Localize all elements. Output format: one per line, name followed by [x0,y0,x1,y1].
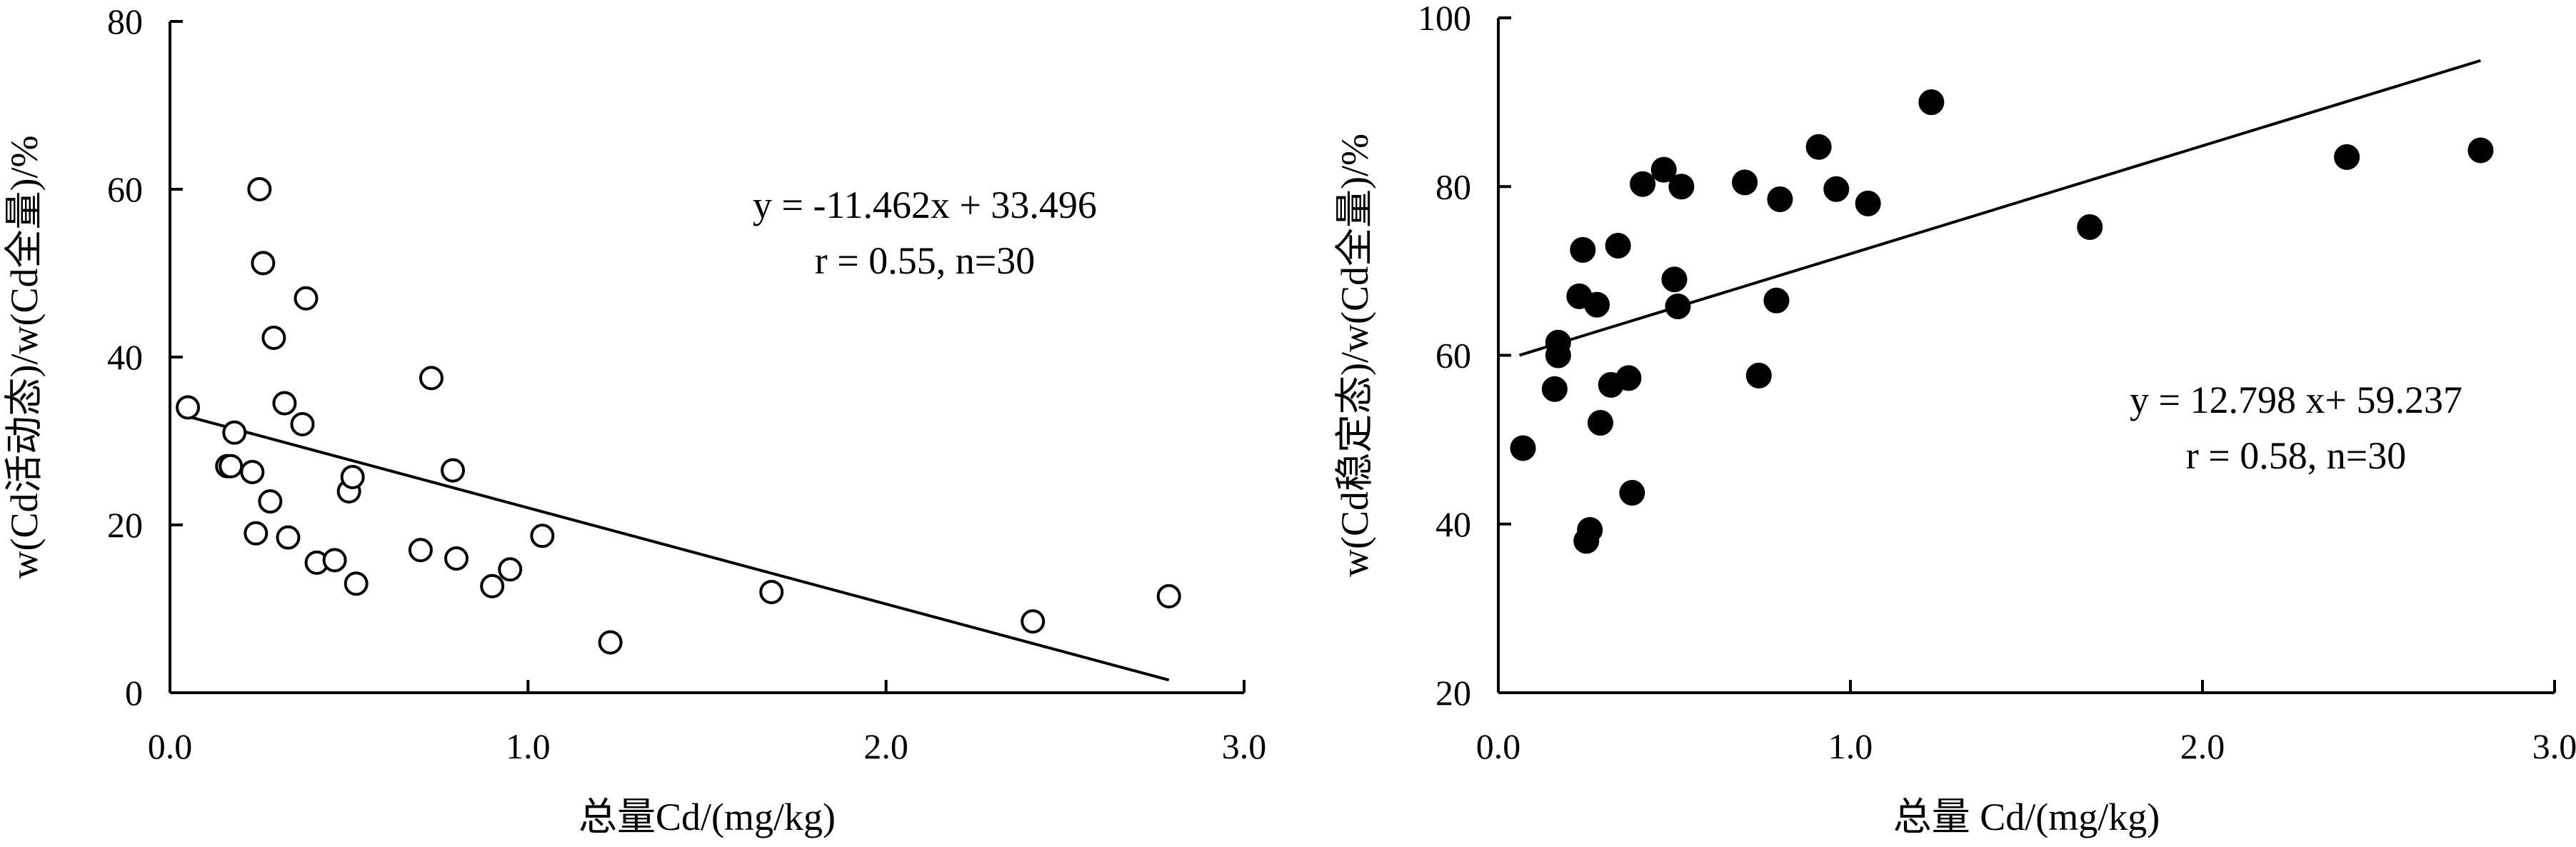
data-point [1823,176,1850,202]
data-point [1615,365,1642,391]
data-point [444,546,469,571]
data-point [598,630,623,655]
data-point [408,538,433,563]
y-tick-label: 20 [107,505,143,545]
y-tick-label: 100 [1418,0,1471,38]
data-point [1541,376,1568,402]
data-point [1767,186,1793,212]
regression-line [1518,59,2482,357]
x-tick-label: 1.0 [1828,726,1873,766]
x-tick-label: 0.0 [148,726,193,766]
data-point [2334,144,2360,170]
data-point [272,391,297,416]
correlation-stats: r = 0.58, n=30 [2186,434,2406,477]
data-point [276,525,301,550]
y-tick-label: 60 [107,169,143,209]
data-point [1661,266,1688,293]
data-point [1745,362,1772,389]
x-axis-label: 总量Cd/(mg/kg) [578,796,836,838]
data-point [258,489,283,514]
data-point [1650,156,1677,183]
data-point [344,571,369,596]
right-chart-stable-ratio: 20 40 60 80 100 0.0 1.0 2.0 3.0 总量 Cd/(mg/kg) w(Cd… [1333,0,2576,838]
y-tick-label: 0 [125,673,143,713]
data-point [1619,480,1645,506]
y-tick-label: 20 [1435,673,1471,713]
data-point [1577,517,1603,543]
y-tick-label: 40 [107,337,143,377]
data-point [1855,190,1881,216]
data-point [1545,342,1571,369]
data-point [759,580,784,604]
x-tick-label: 3.0 [1222,726,1267,766]
data-point [1732,169,1758,196]
data-point [290,412,315,436]
data-point [322,548,347,573]
regression-equation: y = 12.798 x+ 59.237 [2130,379,2462,421]
data-point [1918,89,1945,116]
data-point [176,395,201,420]
y-tick-label: 80 [1435,166,1471,206]
data-point [1021,609,1046,634]
data-point [1630,171,1656,197]
data-point [251,251,276,276]
data-point [222,420,247,445]
data-point [1570,236,1596,263]
data-point [244,521,269,546]
left-chart-activity-ratio: 0 20 40 60 80 0.0 1.0 2.0 3.0 总量Cd/(mg/kg) w(Cd活动态… [3,1,1266,838]
correlation-stats: r = 0.55, n=30 [815,239,1035,282]
data-point [1156,583,1181,608]
data-point [2077,214,2103,240]
data-point [1805,134,1832,160]
data-point [419,366,443,391]
data-point [247,177,272,201]
data-point [1668,174,1695,200]
data-point [480,573,505,598]
data-point [1510,435,1536,461]
x-tick-label: 3.0 [2532,726,2576,766]
data-point [530,523,555,548]
data-point [1605,232,1631,259]
regression-line [187,415,1170,682]
regression-equation: y = -11.462x + 33.496 [753,184,1097,226]
y-tick-label: 40 [1435,504,1471,544]
data-point [1587,410,1613,436]
y-tick-label: 60 [1435,336,1471,376]
x-tick-label: 0.0 [1476,726,1521,766]
x-tick-label: 2.0 [863,726,908,766]
data-point [498,557,523,582]
data-point [261,325,286,350]
data-point [441,458,466,483]
data-point [340,465,365,490]
data-point [294,286,319,311]
data-point [1584,291,1610,318]
data-point [1665,293,1691,319]
data-point [240,459,265,484]
x-tick-label: 2.0 [2180,726,2225,766]
y-axis-label: w(Cd活动态)/w(Cd全量)/% [3,136,46,579]
x-tick-label: 1.0 [506,726,551,766]
x-axis-label: 总量 Cd/(mg/kg) [1893,796,2160,838]
y-axis-label: w(Cd稳定态)/w(Cd全量)/% [1333,134,1376,577]
data-point [1763,287,1790,314]
y-tick-label: 80 [107,1,143,41]
data-point [2467,137,2494,164]
data-point [219,453,244,478]
